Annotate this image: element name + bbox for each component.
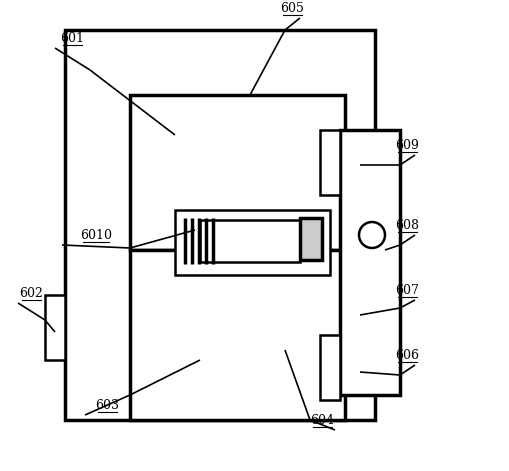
Bar bbox=[340, 130, 399, 395]
Bar bbox=[319, 335, 340, 400]
Bar bbox=[200, 220, 299, 262]
Bar bbox=[130, 95, 344, 250]
Bar bbox=[65, 30, 374, 420]
Text: 6010: 6010 bbox=[80, 229, 112, 242]
Text: 604: 604 bbox=[310, 414, 334, 427]
Text: 601: 601 bbox=[61, 32, 84, 45]
Bar bbox=[175, 210, 329, 275]
Text: 608: 608 bbox=[394, 219, 419, 232]
Text: 602: 602 bbox=[19, 287, 43, 300]
Text: 605: 605 bbox=[280, 2, 304, 15]
Bar bbox=[45, 295, 65, 360]
Bar bbox=[299, 218, 321, 260]
Bar bbox=[130, 250, 344, 420]
Text: 607: 607 bbox=[395, 284, 418, 297]
Text: 603: 603 bbox=[95, 399, 119, 412]
Text: 606: 606 bbox=[394, 349, 419, 362]
Text: 609: 609 bbox=[395, 139, 418, 152]
Bar bbox=[319, 130, 340, 195]
